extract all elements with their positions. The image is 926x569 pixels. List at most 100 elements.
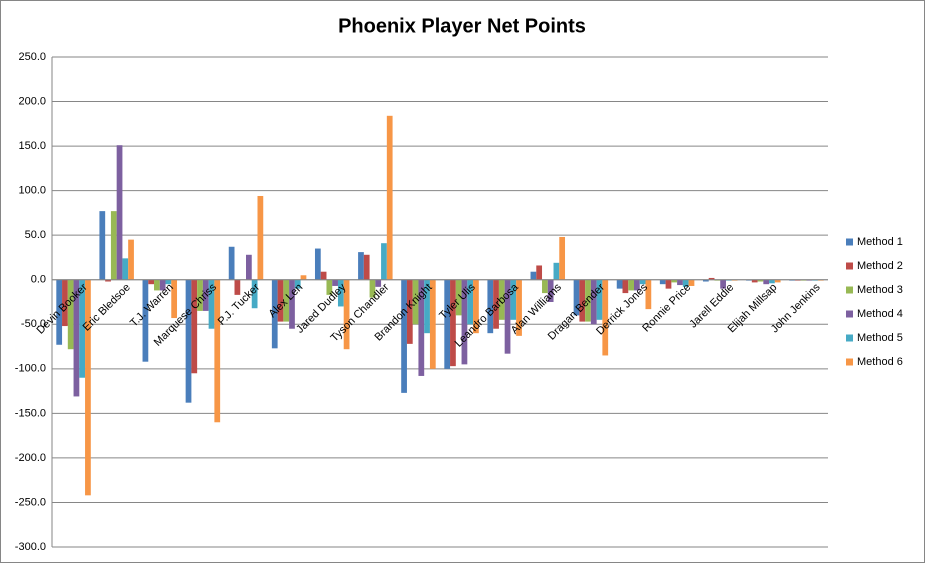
bar — [110, 211, 117, 280]
bar — [332, 279, 338, 286]
legend-label: Method 4 — [857, 308, 903, 320]
bar — [682, 279, 689, 287]
legend-swatch — [846, 358, 853, 366]
bar — [659, 279, 666, 285]
bar — [191, 279, 198, 374]
bar — [358, 252, 364, 280]
bar — [202, 279, 209, 311]
bar — [720, 279, 726, 289]
y-tick-label: 0.0 — [31, 274, 46, 286]
bar — [62, 279, 68, 327]
bar — [616, 279, 623, 289]
bar — [590, 279, 597, 325]
bar — [320, 271, 327, 280]
bar — [375, 279, 382, 287]
bar — [277, 279, 284, 322]
bar — [401, 279, 407, 393]
bar — [406, 279, 413, 344]
bar — [487, 279, 494, 334]
bar — [257, 195, 264, 280]
bar — [128, 239, 134, 280]
bar — [622, 279, 629, 294]
legend-swatch — [846, 334, 853, 342]
bar — [214, 279, 221, 423]
y-tick-label: -200.0 — [15, 452, 46, 464]
bar — [314, 248, 321, 280]
y-tick-label: -300.0 — [15, 541, 46, 553]
bar — [504, 279, 511, 354]
bar — [85, 279, 91, 496]
bar — [579, 279, 586, 322]
bar — [412, 279, 419, 325]
bar — [294, 279, 301, 289]
y-tick-label: -150.0 — [15, 407, 46, 419]
y-tick-label: 150.0 — [18, 140, 46, 152]
bar — [757, 279, 764, 282]
bar — [197, 279, 203, 311]
legend-label: Method 3 — [857, 284, 903, 296]
bar — [289, 279, 295, 329]
bar — [559, 236, 566, 280]
bar — [455, 279, 462, 316]
bar — [271, 279, 278, 349]
legend-swatch — [846, 238, 853, 246]
bar — [251, 279, 258, 309]
chart-title: Phoenix Player Net Points — [338, 15, 586, 37]
bar — [473, 279, 479, 334]
bar — [596, 279, 603, 320]
bar — [165, 279, 172, 285]
bar — [56, 279, 63, 345]
bar — [763, 279, 770, 285]
bar — [602, 279, 609, 356]
bar — [234, 279, 241, 295]
y-tick-label: 200.0 — [18, 95, 46, 107]
bar — [142, 279, 149, 362]
bar — [363, 254, 370, 280]
bar — [461, 279, 468, 365]
y-tick-label: 100.0 — [18, 185, 46, 197]
bar — [337, 279, 344, 307]
bar — [154, 279, 160, 291]
bar — [122, 258, 129, 280]
bar — [208, 279, 215, 329]
bar — [450, 279, 456, 367]
bar — [300, 275, 307, 280]
y-tick-label: 50.0 — [25, 229, 46, 241]
bar — [467, 279, 474, 325]
bar — [498, 279, 505, 320]
bar — [99, 211, 106, 280]
bar — [536, 265, 543, 280]
bar — [751, 279, 758, 283]
bar — [418, 279, 425, 376]
bar — [386, 115, 393, 280]
bar — [381, 243, 387, 280]
y-tick-label: -250.0 — [15, 496, 46, 508]
bar — [67, 279, 74, 350]
bar — [424, 279, 430, 334]
bar — [246, 254, 252, 280]
bar — [634, 279, 640, 291]
bar — [769, 279, 775, 284]
bar — [148, 279, 155, 285]
bar — [665, 279, 672, 289]
bar — [628, 279, 634, 291]
bar — [573, 279, 580, 316]
y-tick-label: -100.0 — [15, 363, 46, 375]
bar — [369, 279, 376, 298]
bar — [677, 279, 683, 286]
bar — [105, 279, 111, 282]
bar — [516, 279, 522, 336]
bar — [547, 279, 554, 302]
bar — [510, 279, 517, 320]
y-tick-label: -50.0 — [21, 318, 46, 330]
legend-label: Method 5 — [857, 332, 903, 344]
bar — [688, 279, 695, 286]
bar — [343, 279, 350, 350]
bar — [530, 271, 537, 280]
bar — [444, 279, 451, 369]
legend-label: Method 6 — [857, 356, 903, 368]
bar — [116, 145, 123, 280]
bar — [159, 279, 166, 291]
bar — [639, 279, 646, 285]
